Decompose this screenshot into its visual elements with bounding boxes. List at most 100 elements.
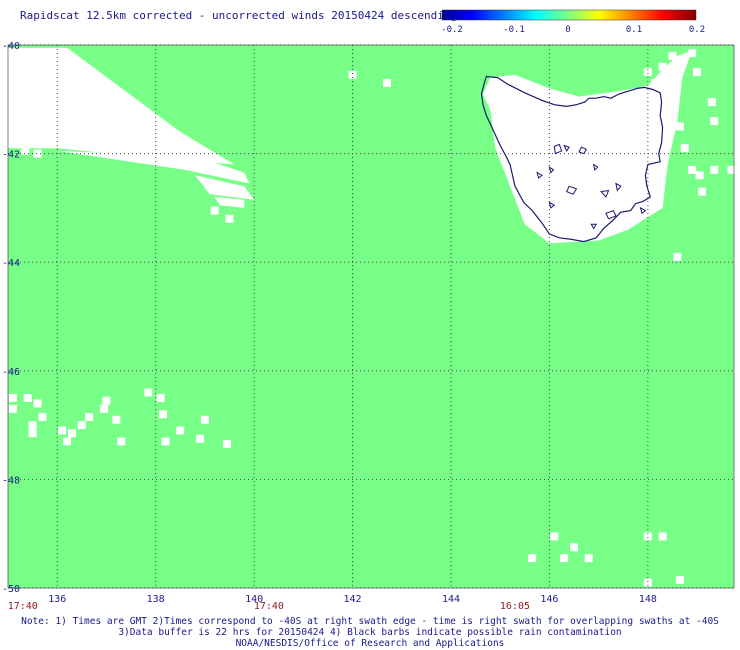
nodata-cell-23 bbox=[8, 393, 17, 402]
nodata-cell-49 bbox=[560, 554, 569, 563]
nodata-cell-33 bbox=[63, 437, 72, 446]
nodata-cell-6 bbox=[688, 49, 697, 58]
nodata-cell-0 bbox=[348, 70, 357, 79]
nodata-cell-44 bbox=[195, 434, 204, 443]
nodata-cell-15 bbox=[710, 165, 719, 174]
colorbar-label-4: 0.2 bbox=[689, 25, 705, 35]
colorbar bbox=[441, 9, 697, 21]
nodata-cell-39 bbox=[144, 388, 153, 397]
y-tick-label-3: -46 bbox=[2, 367, 20, 378]
x-tick-label-2: 140 bbox=[245, 594, 263, 605]
nodata-cell-26 bbox=[33, 399, 42, 408]
nodata-cell-10 bbox=[675, 122, 684, 131]
nodata-region-4 bbox=[483, 50, 693, 244]
nodata-cell-46 bbox=[223, 440, 232, 449]
nodata-cell-32 bbox=[77, 421, 86, 430]
nodata-cell-21 bbox=[21, 146, 30, 155]
lake-outline-7 bbox=[605, 209, 617, 220]
lake-outline-11 bbox=[548, 201, 556, 209]
x-tick-label-3: 142 bbox=[344, 594, 362, 605]
nodata-cell-29 bbox=[28, 429, 37, 438]
nodata-cell-13 bbox=[695, 171, 704, 180]
nodata-cell-3 bbox=[651, 79, 660, 88]
lake-outline-6 bbox=[600, 189, 610, 198]
nodata-cell-30 bbox=[58, 426, 67, 435]
nodata-cell-1 bbox=[382, 79, 391, 88]
time-label-1: 17:40 bbox=[254, 601, 284, 612]
note-line-2: 3)Data buffer is 22 hrs for 20150424 4) … bbox=[118, 627, 622, 638]
nodata-cell-45 bbox=[200, 415, 209, 424]
y-tick-label-1: -42 bbox=[2, 150, 20, 161]
nodata-cell-22 bbox=[33, 149, 42, 158]
nodata-cell-25 bbox=[23, 393, 32, 402]
note-line-3: NOAA/NESDIS/Office of Research and Appli… bbox=[235, 638, 505, 649]
nodata-cell-47 bbox=[528, 554, 537, 563]
colorbar-label-3: 0.1 bbox=[626, 25, 642, 35]
lake-outline-5 bbox=[566, 185, 578, 195]
nodata-cell-19 bbox=[210, 206, 219, 215]
nodata-cell-12 bbox=[688, 165, 697, 174]
nodata-cell-50 bbox=[570, 543, 579, 552]
time-label-2: 16:05 bbox=[500, 601, 530, 612]
y-tick-label-2: -44 bbox=[2, 258, 20, 269]
lake-outline-9 bbox=[639, 206, 647, 215]
nodata-cell-7 bbox=[693, 68, 702, 77]
nodata-cell-40 bbox=[156, 393, 165, 402]
nodata-cell-16 bbox=[727, 165, 736, 174]
note-line-1: Note: 1) Times are GMT 2)Times correspon… bbox=[21, 616, 719, 627]
nodata-cell-4 bbox=[658, 62, 667, 71]
coastline-tasmania bbox=[480, 75, 664, 243]
lake-outline-2 bbox=[578, 146, 588, 155]
lake-outline-3 bbox=[548, 166, 555, 174]
nodata-cell-5 bbox=[668, 51, 677, 60]
x-tick-label-6: 148 bbox=[639, 594, 657, 605]
lake-outline-1 bbox=[563, 144, 570, 152]
nodata-cell-55 bbox=[675, 575, 684, 584]
nodata-cell-20 bbox=[8, 138, 17, 147]
nodata-cell-35 bbox=[99, 404, 108, 413]
nodata-cell-11 bbox=[680, 144, 689, 153]
nodata-cell-14 bbox=[698, 187, 707, 196]
nodata-region-0 bbox=[8, 47, 235, 165]
nodata-cell-51 bbox=[584, 554, 593, 563]
nodata-cell-24 bbox=[8, 404, 17, 413]
nodata-cell-52 bbox=[643, 532, 652, 541]
colorbar-label-1: -0.1 bbox=[503, 25, 525, 35]
plot-frame bbox=[7, 44, 735, 589]
colorbar-label-2: 0 bbox=[565, 25, 570, 35]
time-label-0: 17:40 bbox=[8, 601, 38, 612]
nodata-cell-9 bbox=[710, 117, 719, 126]
lake-outline-10 bbox=[615, 182, 622, 192]
y-tick-label-0: -40 bbox=[2, 41, 20, 52]
x-tick-label-5: 146 bbox=[540, 594, 558, 605]
nodata-cell-18 bbox=[225, 214, 234, 223]
y-tick-label-5: -50 bbox=[2, 584, 20, 595]
x-tick-label-4: 144 bbox=[442, 594, 460, 605]
lake-outline-8 bbox=[590, 223, 598, 230]
lake-outline-4 bbox=[592, 163, 599, 171]
nodata-cell-8 bbox=[707, 98, 716, 107]
nodata-cell-17 bbox=[673, 252, 682, 261]
nodata-cell-54 bbox=[643, 578, 652, 587]
nodata-cell-2 bbox=[643, 68, 652, 77]
nodata-region-1 bbox=[57, 150, 250, 184]
y-tick-label-4: -48 bbox=[2, 475, 20, 486]
nodata-cell-48 bbox=[550, 532, 559, 541]
x-tick-label-1: 138 bbox=[147, 594, 165, 605]
nodata-cell-53 bbox=[658, 532, 667, 541]
lake-outline-12 bbox=[536, 171, 543, 179]
nodata-region-3 bbox=[214, 197, 245, 208]
colorbar-label-0: -0.2 bbox=[441, 25, 463, 35]
nodata-cell-37 bbox=[102, 396, 111, 405]
nodata-cell-31 bbox=[67, 429, 76, 438]
chart-title: Rapidscat 12.5km corrected - uncorrected… bbox=[20, 9, 458, 22]
nodata-cell-36 bbox=[112, 415, 121, 424]
nodata-region-2 bbox=[195, 175, 255, 200]
x-tick-label-0: 136 bbox=[48, 594, 66, 605]
nodata-cell-27 bbox=[38, 412, 47, 421]
nodata-cell-28 bbox=[28, 421, 37, 430]
lake-outline-0 bbox=[553, 143, 563, 155]
nodata-cell-38 bbox=[117, 437, 126, 446]
nodata-cell-42 bbox=[161, 437, 170, 446]
